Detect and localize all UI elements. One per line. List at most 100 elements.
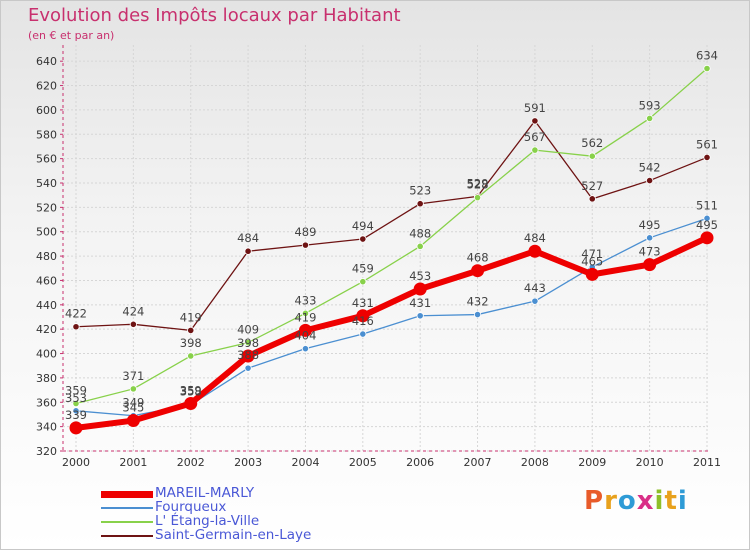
data-point [359,235,367,243]
data-point [244,247,252,255]
data-label: 419 [294,310,316,324]
logo-letter: t [664,486,678,516]
data-point [531,297,539,305]
series-lines [69,64,714,435]
x-tick-label: 2005 [349,456,377,469]
data-label: 634 [696,48,718,62]
data-label: 484 [524,231,546,245]
data-label: 528 [467,178,489,192]
data-label: 431 [409,296,431,310]
data-label: 353 [65,391,87,405]
logo-letter: i [677,486,688,516]
data-label: 471 [581,247,603,261]
legend-swatch [101,521,153,523]
data-point [416,312,424,320]
data-label: 562 [581,136,603,150]
y-tick-label: 480 [36,250,57,263]
data-point [187,326,195,334]
data-point [700,231,714,245]
series-line-2 [75,67,708,405]
data-label: 398 [237,336,259,350]
data-label: 529 [467,176,489,190]
data-label: 371 [122,369,144,383]
x-tick-label: 2000 [62,456,90,469]
data-label: 416 [352,314,374,328]
series-line-3 [75,120,708,332]
data-label: 488 [409,226,431,240]
data-point [531,146,539,154]
y-tick-label: 380 [36,372,57,385]
data-point [646,234,654,242]
data-label: 484 [237,231,259,245]
legend-swatch [101,507,153,509]
data-point [643,258,657,272]
series-line-1 [75,217,708,417]
y-tick-label: 360 [36,396,57,409]
logo-letter: o [617,486,637,516]
y-tick-label: 580 [36,128,57,141]
data-label: 561 [696,137,718,151]
data-label: 398 [180,336,202,350]
data-label: 419 [180,310,202,324]
data-point [241,349,255,363]
logo-letter: P [584,486,605,516]
data-point [129,385,137,393]
data-point [356,309,370,323]
y-tick-label: 340 [36,421,57,434]
data-point [72,407,80,415]
y-tick-label: 320 [36,445,57,458]
x-tick-label: 2010 [636,456,664,469]
y-tick-label: 560 [36,153,57,166]
x-tick-label: 2006 [406,456,434,469]
data-point [301,241,310,249]
data-point [531,117,539,125]
data-point [413,282,427,296]
x-tick-label: 2008 [521,456,549,469]
data-label: 468 [467,251,489,265]
y-tick-label: 420 [36,323,57,336]
y-tick-label: 540 [36,177,57,190]
data-label: 339 [65,408,87,422]
data-point [244,338,252,347]
data-point [359,278,367,286]
data-point [646,114,654,123]
data-label: 494 [352,219,374,233]
x-tick-label: 2002 [177,456,205,469]
data-point [588,152,596,160]
data-point [473,310,482,319]
data-point [703,64,711,73]
data-label: 359 [65,383,87,397]
x-tick-label: 2011 [693,456,721,469]
data-point [585,267,599,281]
legend-label: MAREIL-MARLY [155,485,255,501]
logo-letter: i [654,486,665,516]
data-label: 388 [237,348,259,362]
legend-swatch [101,535,153,537]
data-point [646,176,654,185]
data-point [244,364,252,372]
data-label: 495 [639,218,661,232]
data-label: 527 [581,179,603,193]
y-tick-label: 400 [36,348,57,361]
data-point [416,200,424,208]
data-label: 495 [696,218,718,232]
y-tick-label: 640 [36,55,57,68]
data-label: 567 [524,130,546,144]
data-point [72,399,80,408]
data-label: 404 [294,329,316,343]
data-point [528,244,542,258]
data-label: 511 [696,198,718,212]
data-point [298,323,312,337]
data-point [703,153,711,162]
logo-letter: x [636,486,655,516]
data-label: 593 [639,98,661,112]
series-line-0 [73,234,710,431]
data-point [471,264,485,278]
data-label: 542 [639,161,661,175]
data-label: 349 [122,396,144,410]
legend-swatch [101,491,153,498]
data-point [129,320,137,328]
data-label: 489 [294,225,316,239]
data-label: 424 [122,304,144,318]
